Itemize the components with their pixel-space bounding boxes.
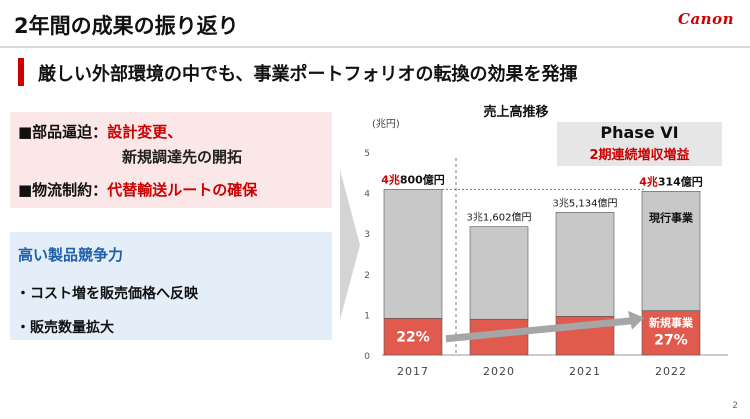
revenue-chart: 売上高推移 (兆円) 0 1 2 3 4 5 2017 4兆800億円 2020 3兆1,602… bbox=[364, 104, 728, 378]
x-tick-label: 2020 bbox=[483, 365, 515, 378]
y-tick-label: 2 bbox=[364, 271, 370, 281]
total-label-2020: 3兆1,602億円 bbox=[466, 211, 531, 224]
bar-new-2022 bbox=[641, 310, 701, 356]
page-title: 2年間の成果の振り返り bbox=[14, 14, 239, 38]
phase-box: Phase VI 2期連続増収増益 bbox=[557, 122, 722, 166]
parts-shortage-value-a: 設計変更、 bbox=[107, 123, 183, 141]
y-tick-label: 0 bbox=[364, 352, 370, 362]
y-tick-label: 1 bbox=[364, 311, 370, 321]
x-tick-label: 2017 bbox=[397, 365, 429, 378]
chevron-right-icon bbox=[340, 170, 360, 320]
x-tick-label: 2022 bbox=[655, 365, 687, 378]
logistics-row: ■物流制約：代替輸送ルートの確保 bbox=[18, 179, 257, 200]
y-tick-label: 3 bbox=[364, 230, 370, 240]
growth-arrow-shaft bbox=[445, 317, 633, 343]
logistics-key: ■物流制約： bbox=[18, 181, 108, 199]
parts-shortage-key: ■部品逼迫： bbox=[18, 123, 108, 141]
logistics-value: 代替輸送ルートの確保 bbox=[107, 181, 258, 199]
y-tick-label: 5 bbox=[364, 149, 370, 159]
growth-arrow-head bbox=[628, 310, 644, 330]
chart-title: 売上高推移 bbox=[483, 104, 548, 120]
bar-new-2017 bbox=[383, 318, 443, 356]
existing-segment-label: 現行事業 bbox=[649, 210, 694, 224]
unit-label: (兆円) bbox=[372, 118, 400, 130]
share-label-2017: 22% bbox=[396, 330, 430, 346]
bar-existing-2017 bbox=[383, 189, 443, 319]
y-tick-label: 4 bbox=[364, 190, 370, 200]
total-label-2022: 4兆314億円 bbox=[639, 174, 703, 188]
competitiveness-box bbox=[10, 232, 332, 340]
bar-existing-2021 bbox=[555, 212, 615, 317]
list-item: ・コスト増を販売価格へ反映 bbox=[16, 286, 198, 302]
x-tick-label: 2021 bbox=[569, 365, 601, 378]
total-label-2021: 3兆5,134億円 bbox=[552, 196, 617, 209]
subtitle-accent-bar bbox=[18, 58, 24, 86]
parts-shortage-row: ■部品逼迫：設計変更、 bbox=[18, 121, 182, 142]
share-label-2022: 27% bbox=[654, 333, 688, 349]
parts-shortage-value-b: 新規調達先の開拓 bbox=[122, 148, 243, 166]
page-number: 2 bbox=[732, 401, 738, 411]
new-segment-label: 新規事業 bbox=[649, 316, 694, 330]
canon-logo: Canon bbox=[678, 10, 734, 28]
title-divider bbox=[0, 46, 750, 48]
competitiveness-heading: 高い製品競争力 bbox=[18, 246, 124, 264]
total-label-2017: 4兆800億円 bbox=[381, 172, 445, 186]
countermeasures-box bbox=[10, 112, 332, 208]
slide-subtitle: 厳しい外部環境の中でも、事業ポートフォリオの転換の効果を発揮 bbox=[38, 64, 578, 85]
bar-existing-2020 bbox=[469, 226, 529, 320]
phase-sub-label: 2期連続増収増益 bbox=[589, 148, 690, 163]
list-item: ・販売数量拡大 bbox=[16, 320, 114, 336]
bar-existing-2022 bbox=[641, 191, 701, 312]
phase-label: Phase VI bbox=[600, 123, 679, 142]
